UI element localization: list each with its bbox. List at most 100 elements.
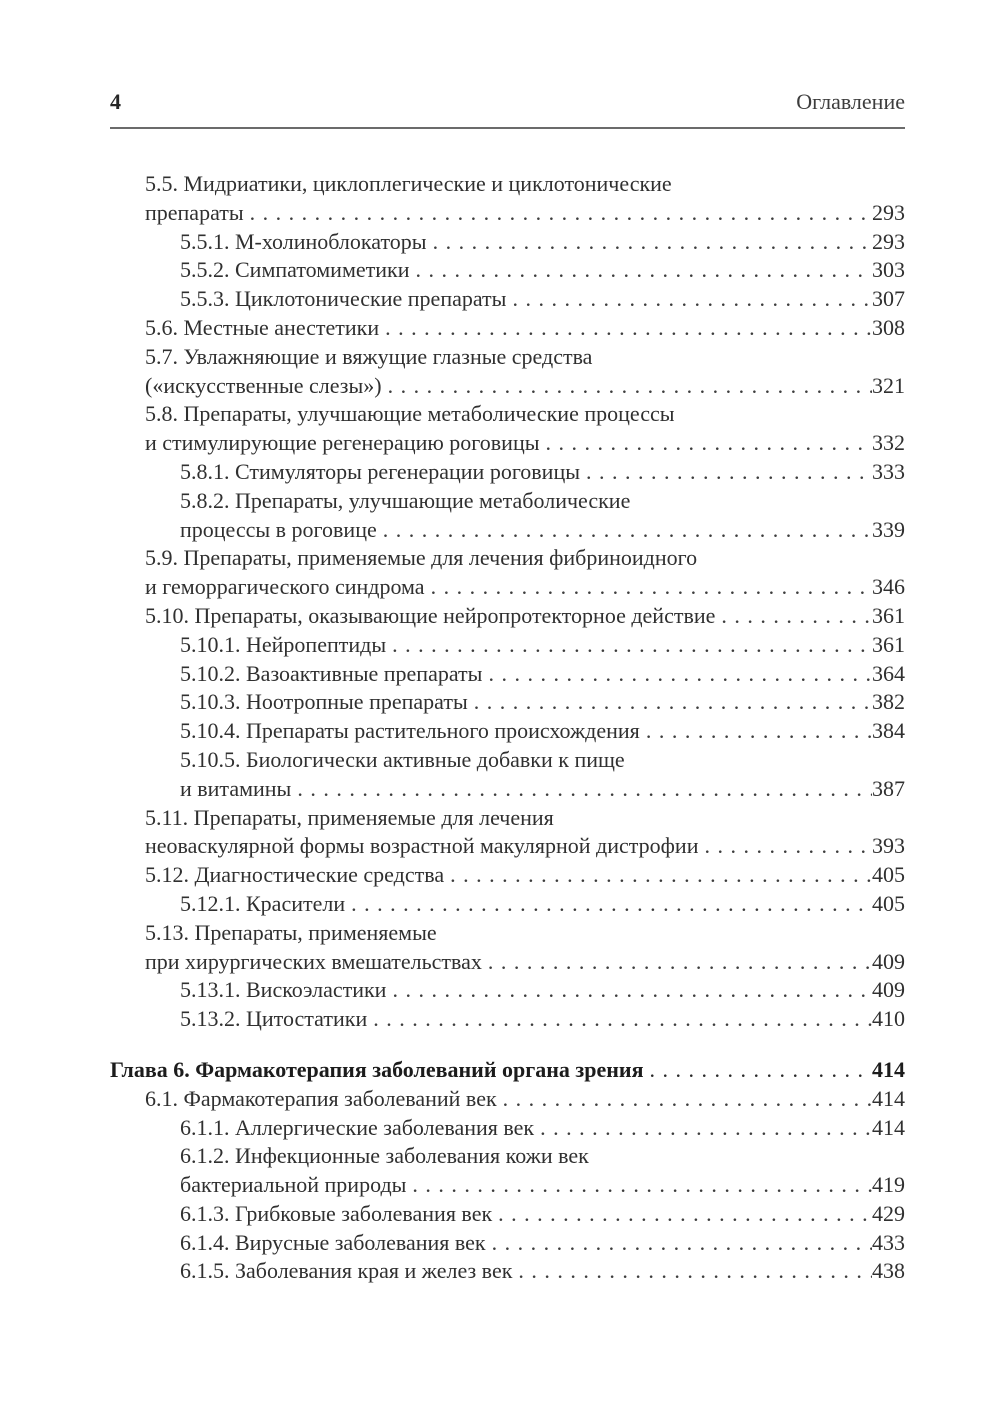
toc-line: неоваскулярной формы возрастной макулярн… <box>145 832 905 861</box>
header-rule <box>110 127 905 129</box>
page-number-folio: 4 <box>110 89 121 114</box>
dot-leader: . . . . . . . . . . . . . . . . . . . . … <box>373 1006 872 1032</box>
toc-entry: 5.10. Препараты, оказывающие нейропротек… <box>110 602 905 631</box>
toc-entry: 5.10.2. Вазоактивные препараты. . . . . … <box>110 660 905 689</box>
dot-leader: . . . . . . . . . . . . . . . . . . . . … <box>502 1085 872 1111</box>
toc-entry-text: 5.8. Препараты, улучшающие метаболически… <box>145 401 675 427</box>
toc-page-number: 333 <box>872 458 905 484</box>
dot-leader: . . . . . . . . . . . . . . . . . . . . … <box>351 890 872 916</box>
toc-page-number: 321 <box>872 372 905 398</box>
toc-entry-text: Глава 6. Фармакотерапия заболеваний орга… <box>110 1056 644 1082</box>
dot-leader: . . . . . . . . . . . . . . . . . . . . … <box>392 977 872 1003</box>
toc-line: и витамины. . . . . . . . . . . . . . . … <box>180 775 905 804</box>
dot-leader: . . . . . . . . . . . . . . . . . . . . … <box>649 1056 872 1082</box>
toc-entry-text: 6.1.5. Заболевания края и желез век <box>180 1258 513 1284</box>
toc-line: 5.7. Увлажняющие и вяжущие глазные средс… <box>145 343 905 372</box>
toc-line: 5.13.1. Вискоэластики. . . . . . . . . .… <box>180 976 905 1005</box>
toc-entry-text: 6.1.1. Аллергические заболевания век <box>180 1114 535 1140</box>
toc-page-number: 410 <box>872 1006 905 1032</box>
toc-line: 5.13. Препараты, применяемые <box>145 919 905 948</box>
toc-entry-text: неоваскулярной формы возрастной макулярн… <box>145 833 699 859</box>
toc-entry: 5.11. Препараты, применяемые для лечения… <box>110 804 905 862</box>
toc-entry: 5.6. Местные анестетики. . . . . . . . .… <box>110 314 905 343</box>
toc-line: 5.12. Диагностические средства. . . . . … <box>145 861 905 890</box>
toc-line: 6.1.4. Вирусные заболевания век. . . . .… <box>180 1229 905 1258</box>
toc-page-number: 339 <box>872 516 905 542</box>
dot-leader: . . . . . . . . . . . . . . . . . . . . … <box>498 1200 872 1226</box>
toc-entry-text: 5.10.3. Ноотропные препараты <box>180 689 468 715</box>
toc-entry-text: 5.11. Препараты, применяемые для лечения <box>145 804 554 830</box>
toc-entry: 6.1.5. Заболевания края и желез век. . .… <box>110 1257 905 1286</box>
toc-page-number: 438 <box>872 1258 905 1284</box>
toc-entry: 5.10.5. Биологически активные добавки к … <box>110 746 905 804</box>
toc-line: 6.1. Фармакотерапия заболеваний век. . .… <box>145 1085 905 1114</box>
dot-leader: . . . . . . . . . . . . . . . . . . . . … <box>645 718 872 744</box>
dot-leader: . . . . . . . . . . . . . . . . . . . . … <box>412 1172 872 1198</box>
dot-leader: . . . . . . . . . . . . . . . . . . . . … <box>382 516 872 542</box>
toc-page-number: 384 <box>872 718 905 744</box>
toc-page-number: 303 <box>872 257 905 283</box>
toc-page-number: 405 <box>872 862 905 888</box>
toc-entry: 5.8. Препараты, улучшающие метаболически… <box>110 400 905 458</box>
toc-line: 5.8. Препараты, улучшающие метаболически… <box>145 400 905 429</box>
toc-entry-text: 5.8.2. Препараты, улучшающие метаболичес… <box>180 487 631 513</box>
dot-leader: . . . . . . . . . . . . . . . . . . . . … <box>430 574 872 600</box>
toc-entry-text: 6.1. Фармакотерапия заболеваний век <box>145 1085 497 1111</box>
dot-leader: . . . . . . . . . . . . . . . . . . . . … <box>540 1114 872 1140</box>
toc-entry: 5.8.2. Препараты, улучшающие метаболичес… <box>110 487 905 545</box>
toc-entry: 6.1.4. Вирусные заболевания век. . . . .… <box>110 1229 905 1258</box>
header-title: Оглавление <box>796 89 905 114</box>
toc-page-number: 346 <box>872 574 905 600</box>
toc-entry: 6.1.1. Аллергические заболевания век. . … <box>110 1114 905 1143</box>
toc-entry: 5.8.1. Стимуляторы регенерации роговицы.… <box>110 458 905 487</box>
toc-line: и стимулирующие регенерацию роговицы. . … <box>145 429 905 458</box>
toc-page-number: 414 <box>872 1085 905 1111</box>
toc-entry-text: 5.10.5. Биологически активные добавки к … <box>180 746 625 772</box>
toc-entry-text: 5.5.1. М-холиноблокаторы <box>180 228 427 254</box>
running-header: 4 Оглавление <box>110 90 905 114</box>
toc-page-number: 382 <box>872 689 905 715</box>
toc-line: и геморрагического синдрома. . . . . . .… <box>145 573 905 602</box>
toc-entry-text: 6.1.2. Инфекционные заболевания кожи век <box>180 1143 589 1169</box>
toc-line: 5.10.2. Вазоактивные препараты. . . . . … <box>180 660 905 689</box>
toc-line: Глава 6. Фармакотерапия заболеваний орга… <box>110 1056 905 1085</box>
toc-entry-text: 5.10.2. Вазоактивные препараты <box>180 660 483 686</box>
toc-page-number: 409 <box>872 948 905 974</box>
toc-entry-text: 5.6. Местные анестетики <box>145 314 380 340</box>
dot-leader: . . . . . . . . . . . . . . . . . . . . … <box>704 833 872 859</box>
toc-line: 6.1.3. Грибковые заболевания век. . . . … <box>180 1200 905 1229</box>
toc-line: 6.1.5. Заболевания края и желез век. . .… <box>180 1257 905 1286</box>
toc-line: процессы в роговице. . . . . . . . . . .… <box>180 516 905 545</box>
toc-entry: 6.1. Фармакотерапия заболеваний век. . .… <box>110 1085 905 1114</box>
toc-entry-text: при хирургических вмешательствах <box>145 948 482 974</box>
toc-line: 6.1.1. Аллергические заболевания век. . … <box>180 1114 905 1143</box>
toc-chapter-entry: Глава 6. Фармакотерапия заболеваний орга… <box>110 1056 905 1085</box>
toc-page-number: 429 <box>872 1200 905 1226</box>
toc-entry-text: препараты <box>145 199 244 225</box>
dot-leader: . . . . . . . . . . . . . . . . . . . . … <box>450 862 872 888</box>
toc-entry: 6.1.2. Инфекционные заболевания кожи век… <box>110 1142 905 1200</box>
toc-line: 5.6. Местные анестетики. . . . . . . . .… <box>145 314 905 343</box>
toc-entry: 5.13. Препараты, применяемые при хирургич… <box>110 919 905 977</box>
toc: 5.5. Мидриатики, циклоплегические и цикл… <box>110 170 905 1286</box>
dot-leader: . . . . . . . . . . . . . . . . . . . . … <box>392 631 872 657</box>
toc-line: 5.5.2. Симпатомиметики. . . . . . . . . … <box>180 256 905 285</box>
toc-entry: 5.12.1. Красители. . . . . . . . . . . .… <box>110 890 905 919</box>
toc-page-number: 361 <box>872 631 905 657</box>
toc-line: 5.8.2. Препараты, улучшающие метаболичес… <box>180 487 905 516</box>
toc-entry: 5.5.2. Симпатомиметики. . . . . . . . . … <box>110 256 905 285</box>
dot-leader: . . . . . . . . . . . . . . . . . . . . … <box>297 775 872 801</box>
toc-line: 6.1.2. Инфекционные заболевания кожи век <box>180 1142 905 1171</box>
toc-line: 5.5.1. М-холиноблокаторы. . . . . . . . … <box>180 228 905 257</box>
toc-line: 5.10.5. Биологически активные добавки к … <box>180 746 905 775</box>
toc-entry-text: и стимулирующие регенерацию роговицы <box>145 430 540 456</box>
toc-entry: 6.1.3. Грибковые заболевания век. . . . … <box>110 1200 905 1229</box>
toc-page-number: 387 <box>872 775 905 801</box>
toc-page-number: 332 <box>872 430 905 456</box>
toc-entry-text: 5.9. Препараты, применяемые для лечения … <box>145 545 698 571</box>
dot-leader: . . . . . . . . . . . . . . . . . . . . … <box>518 1258 872 1284</box>
toc-line: при хирургических вмешательствах. . . . … <box>145 948 905 977</box>
toc-page-number: 405 <box>872 890 905 916</box>
toc-page-number: 307 <box>872 286 905 312</box>
toc-line: 5.10.4. Препараты растительного происхож… <box>180 717 905 746</box>
